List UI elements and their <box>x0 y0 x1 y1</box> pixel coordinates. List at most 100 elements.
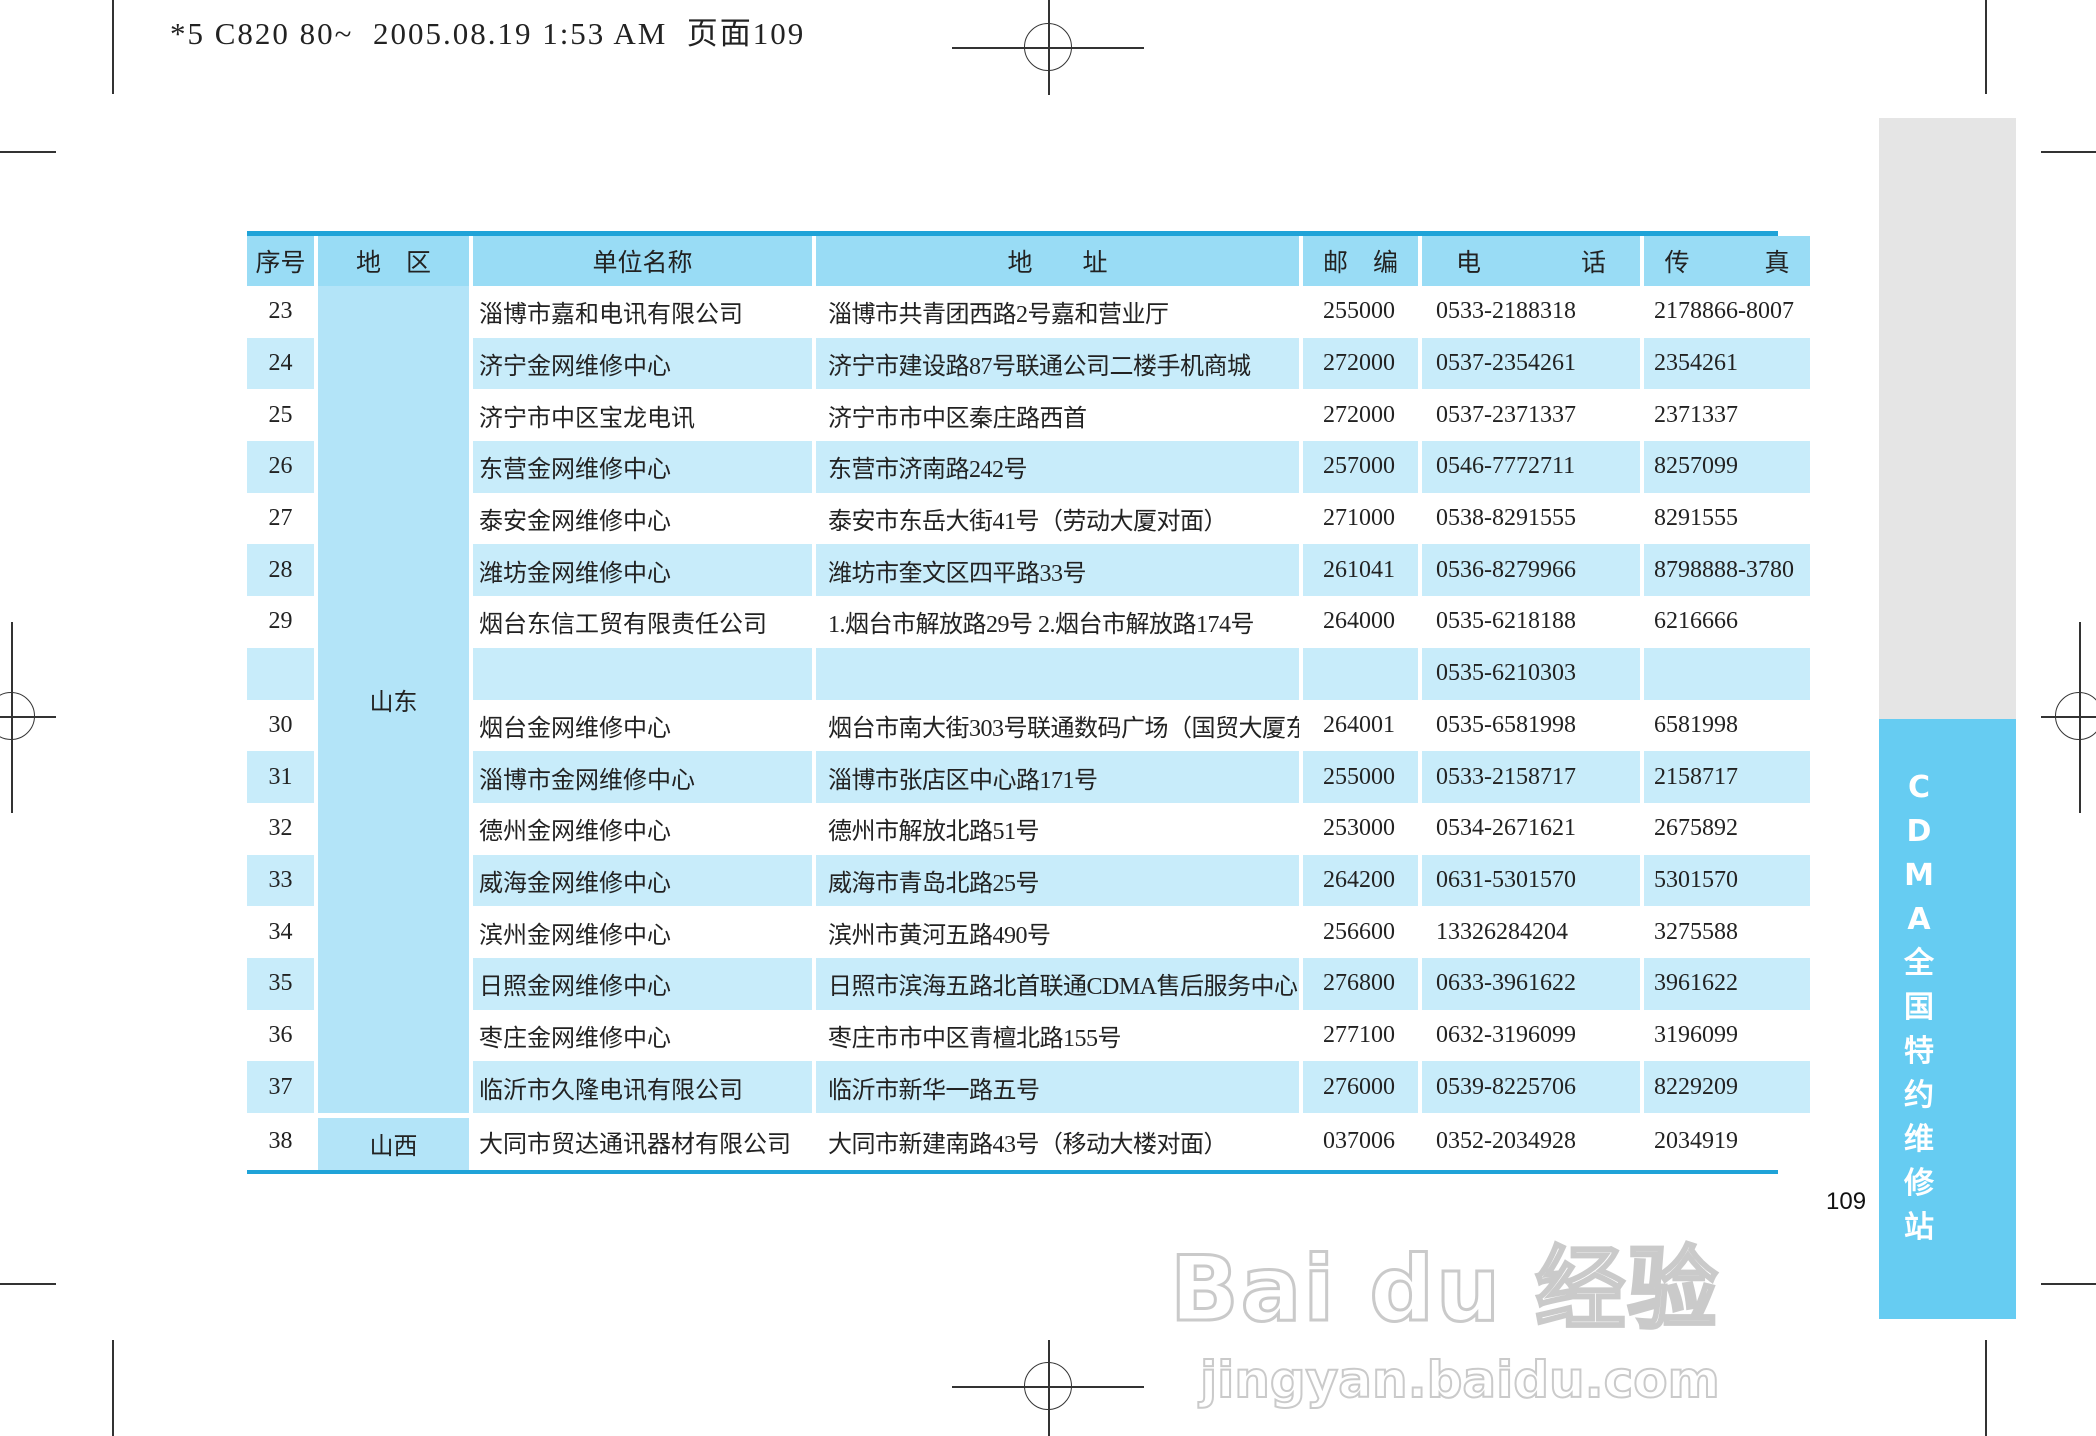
crop-mark <box>1985 1340 1987 1436</box>
cell-phone: 0546-7772711 <box>1422 441 1640 493</box>
cell-address: 1.烟台市解放路29号 2.烟台市解放路174号 <box>828 612 1255 639</box>
cell-phone: 0537-2371337 <box>1436 401 1576 428</box>
crop-mark <box>2079 622 2081 813</box>
cell-name: 烟台金网维修中心 <box>479 715 671 742</box>
cell-name: 济宁金网维修中心 <box>473 337 812 390</box>
cell-address: 滨州市黄河五路490号 <box>828 922 1051 949</box>
cell-seq <box>247 647 314 700</box>
cell-seq: 34 <box>268 918 293 945</box>
crop-mark <box>2041 716 2096 718</box>
cell-seq: 32 <box>268 815 293 842</box>
cell-address: 枣庄市市中区青檀北路155号 <box>828 1025 1122 1052</box>
cell-seq: 23 <box>268 298 293 325</box>
cell-fax: 3961622 <box>1644 957 1810 1010</box>
cell-zip: 261041 <box>1303 544 1418 597</box>
cell-zip: 255000 <box>1323 298 1395 325</box>
cell-phone: 0633-3961622 <box>1422 957 1640 1010</box>
table-row: 35 日照金网维修中心 日照市滨海五路北首联通CDMA售后服务中心 276800 063… <box>247 957 1810 1010</box>
cell-address: 临沂市新华一路五号 <box>816 1061 1299 1113</box>
table-row: 26 东营金网维修中心 东营市济南路242号 257000 0546-7772711 82… <box>247 441 1810 493</box>
cell-phone: 0535-6581998 <box>1436 711 1576 738</box>
cell-fax: 2034919 <box>1654 1127 1738 1154</box>
side-title-char: 站 <box>1904 1210 1934 1245</box>
cell-zip <box>1303 647 1418 700</box>
cell-seq: 31 <box>247 751 314 803</box>
cell-phone: 0536-8279966 <box>1422 544 1640 597</box>
cell-zip: 264000 <box>1323 608 1395 635</box>
table-row: 30 烟台金网维修中心 烟台市南大街303号联通数码广场（国贸大厦东一楼） 26400… <box>247 700 1810 752</box>
cell-zip: 255000 <box>1303 751 1418 803</box>
cell-seq: 38 <box>268 1127 293 1154</box>
side-title-char: 修 <box>1904 1166 1934 1201</box>
cell-phone: 0539-8225706 <box>1422 1061 1640 1113</box>
table-row: 0535-6210303 <box>247 647 1810 700</box>
cell-seq: 27 <box>268 505 293 532</box>
cell-address: 德州市解放北路51号 <box>828 819 1040 846</box>
table-row: 25 济宁市中区宝龙电讯 济宁市市中区秦庄路西首 272000 0537-2371337… <box>247 389 1810 441</box>
crop-mark <box>112 1340 114 1436</box>
cell-fax: 2371337 <box>1654 401 1738 428</box>
side-title-char: C <box>1907 770 1931 805</box>
cell-fax: 2158717 <box>1644 751 1810 803</box>
cell-fax: 8257099 <box>1644 441 1810 493</box>
cell-address: 威海市青岛北路25号 <box>816 854 1299 907</box>
cell-name: 泰安金网维修中心 <box>479 509 671 536</box>
cell-fax: 8798888-3780 <box>1644 544 1810 597</box>
table-row: 34 滨州金网维修中心 滨州市黄河五路490号 256600 13326284204 32… <box>247 906 1810 958</box>
cell-address: 济宁市市中区秦庄路西首 <box>828 405 1087 432</box>
cell-fax: 2675892 <box>1654 815 1738 842</box>
watermark-url: jingyan.baidu.com <box>1199 1350 1721 1410</box>
region-cell: 山东 <box>318 286 469 1113</box>
side-title-char: D <box>1906 814 1932 849</box>
cell-fax: 8291555 <box>1654 505 1738 532</box>
cell-fax: 5301570 <box>1644 854 1810 907</box>
table-row: 24 济宁金网维修中心 济宁市建设路87号联通公司二楼手机商城 272000 0537-… <box>247 337 1810 390</box>
cell-seq: 33 <box>247 854 314 907</box>
crop-mark <box>1048 0 1050 95</box>
header-address: 地 址 <box>816 236 1299 286</box>
crop-mark <box>1048 1340 1050 1436</box>
cell-phone: 0538-8291555 <box>1436 505 1576 532</box>
cell-address: 淄博市共青团西路2号嘉和营业厅 <box>828 302 1169 329</box>
cell-zip: 276800 <box>1303 957 1418 1010</box>
header-fax: 传 真 <box>1644 236 1810 286</box>
header-zip: 邮 编 <box>1303 236 1418 286</box>
cell-fax: 2178866-8007 <box>1654 298 1794 325</box>
cell-zip: 264200 <box>1303 854 1418 907</box>
cell-fax: 6216666 <box>1654 608 1738 635</box>
crop-mark <box>11 622 13 813</box>
side-title-char: 约 <box>1904 1078 1934 1113</box>
cell-fax <box>1644 647 1810 700</box>
header-region: 地 区 <box>318 236 469 286</box>
table-header-row: 序号 地 区 单位名称 地 址 邮 编 电 话 传 真 <box>247 236 1810 286</box>
cell-name: 淄博市嘉和电讯有限公司 <box>479 302 743 329</box>
cell-zip: 257000 <box>1303 441 1418 493</box>
page-number: 109 <box>1826 1188 1867 1215</box>
table-row: 31 淄博市金网维修中心 淄博市张店区中心路171号 255000 0533-21587… <box>247 751 1810 803</box>
cell-seq: 28 <box>247 544 314 597</box>
table-top-rule <box>247 231 1778 236</box>
cell-zip: 271000 <box>1323 505 1395 532</box>
table-bottom-rule <box>247 1169 1778 1174</box>
side-title-char: 维 <box>1904 1122 1934 1157</box>
cell-phone: 0352-2034928 <box>1436 1127 1576 1154</box>
cell-name: 淄博市金网维修中心 <box>473 751 812 803</box>
header-phone: 电 话 <box>1422 236 1640 286</box>
cell-address: 大同市新建南路43号（移动大楼对面） <box>828 1131 1228 1158</box>
cell-fax: 3196099 <box>1654 1021 1738 1048</box>
cell-seq: 26 <box>247 441 314 493</box>
cell-phone: 0535-6218188 <box>1436 608 1576 635</box>
cell-zip: 276000 <box>1303 1061 1418 1113</box>
cell-address: 潍坊市奎文区四平路33号 <box>816 544 1299 597</box>
cell-phone: 0533-2158717 <box>1422 751 1640 803</box>
cell-name: 东营金网维修中心 <box>473 441 812 493</box>
cell-seq: 29 <box>268 608 293 635</box>
cell-address: 东营市济南路242号 <box>816 441 1299 493</box>
table-row: 27 泰安金网维修中心 泰安市东岳大街41号（劳动大厦对面） 271000 0538-8… <box>247 493 1810 545</box>
cell-address <box>816 647 1299 700</box>
region-cell: 山西 <box>318 1113 469 1170</box>
cell-name: 德州金网维修中心 <box>479 819 671 846</box>
cell-phone: 0535-6210303 <box>1422 647 1640 700</box>
side-title-char: 国 <box>1904 990 1934 1025</box>
